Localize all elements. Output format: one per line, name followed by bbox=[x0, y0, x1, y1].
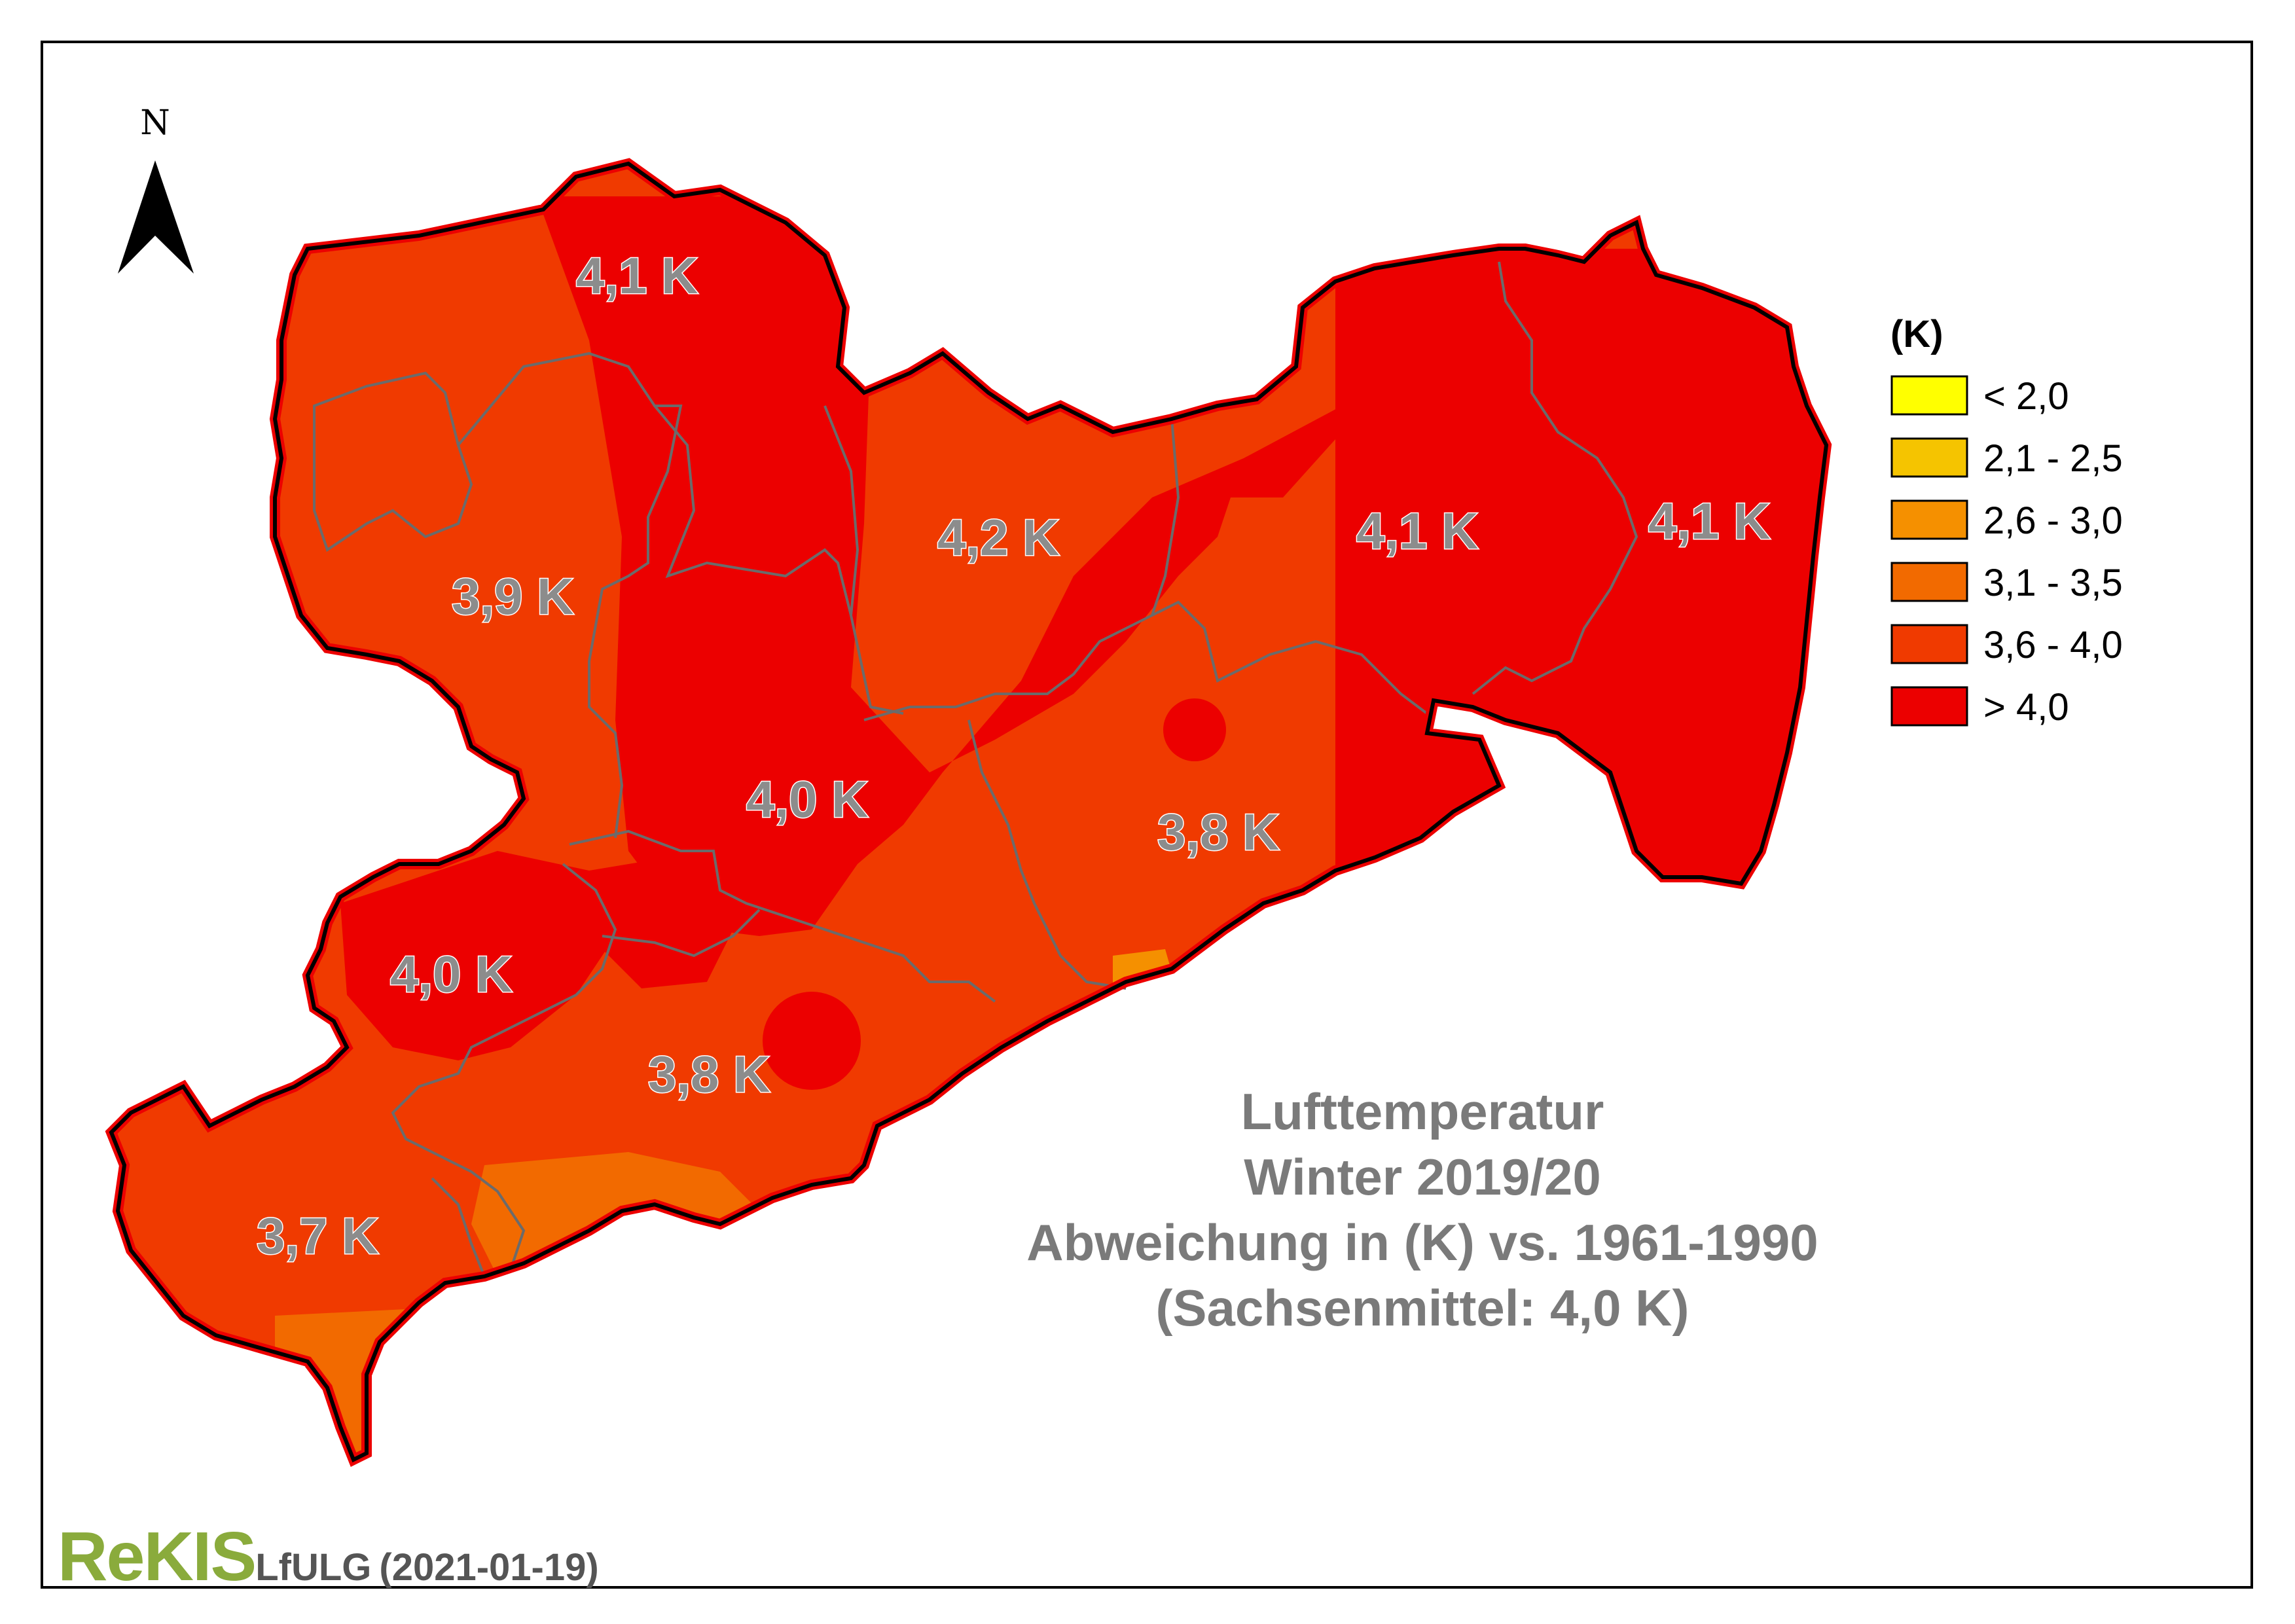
legend-swatch-4 bbox=[1890, 624, 1968, 664]
rekis-logo: ReKIS bbox=[58, 1518, 257, 1595]
label-vogtland: 3,7 K bbox=[257, 1207, 378, 1265]
legend-swatch-1 bbox=[1890, 437, 1968, 478]
label-meissen: 4,2 K bbox=[937, 509, 1059, 566]
district-boundary-north bbox=[823, 405, 859, 616]
publication-date: (2021-01-19) bbox=[379, 1546, 599, 1589]
legend-label-5: > 4,0 bbox=[1983, 686, 2069, 729]
district-boundary-west bbox=[457, 352, 683, 839]
title-line-1: Lufttemperatur bbox=[1241, 1083, 1604, 1140]
legend-swatch-5 bbox=[1890, 686, 1968, 727]
label-goerlitz: 4,1 K bbox=[1648, 492, 1770, 550]
label-nordsachsen: 4,1 K bbox=[576, 247, 698, 304]
legend-swatch-2 bbox=[1890, 499, 1968, 540]
legend-label-2: 2,6 - 3,0 bbox=[1983, 499, 2123, 542]
district-boundary-meissen bbox=[1151, 418, 1180, 616]
title-line-4: (Sachsenmittel: 4,0 K) bbox=[1156, 1279, 1690, 1337]
legend-swatch-0 bbox=[1890, 375, 1968, 416]
north-arrow: N bbox=[118, 103, 194, 274]
label-leipzig: 3,9 K bbox=[452, 568, 573, 625]
district-boundary-chemnitz-city bbox=[602, 909, 761, 958]
district-boundary-dresden bbox=[863, 600, 1428, 721]
district-boundary-chemnitz bbox=[569, 829, 996, 1003]
zone-gt-4-0-spot-2 bbox=[1163, 698, 1226, 761]
title-line-2: Winter 2019/20 bbox=[1244, 1148, 1601, 1206]
legend-title: (K) bbox=[1890, 313, 1943, 355]
org-name: LfULG bbox=[255, 1546, 372, 1589]
label-bautzen: 4,1 K bbox=[1356, 502, 1478, 560]
legend-label-1: 2,1 - 2,5 bbox=[1983, 437, 2123, 480]
region-labels: 4,1 K 3,9 K 4,2 K 4,1 K 4,1 K 4,0 K 3,8 … bbox=[256, 246, 1771, 1266]
district-boundary-nordsachsen bbox=[653, 405, 904, 715]
legend-label-4: 3,6 - 4,0 bbox=[1983, 624, 2123, 666]
label-saechsische-schweiz: 3,8 K bbox=[1157, 803, 1279, 861]
legend-label-0: < 2,0 bbox=[1983, 375, 2069, 418]
label-mittelsachsen: 4,0 K bbox=[746, 770, 868, 828]
legend-swatch-3 bbox=[1890, 562, 1968, 602]
district-boundary-zwickau-vogtland bbox=[391, 863, 617, 1271]
district-boundary-mittelsachsen bbox=[967, 719, 1127, 990]
map-title-block: Lufttemperatur Winter 2019/20 Abweichung… bbox=[1026, 1083, 1818, 1337]
north-letter: N bbox=[140, 103, 170, 143]
zone-gt-4-0-spot-1 bbox=[763, 992, 861, 1090]
district-boundary-bautzen-goerlitz bbox=[1472, 261, 1638, 695]
district-boundary-south bbox=[431, 1177, 486, 1277]
district-boundaries bbox=[313, 261, 1638, 1277]
north-arrow-right-half bbox=[155, 160, 194, 274]
north-arrow-left-half bbox=[118, 160, 155, 274]
label-zwickau: 4,0 K bbox=[390, 945, 512, 1003]
legend-label-3: 3,1 - 3,5 bbox=[1983, 562, 2123, 604]
title-line-3: Abweichung in (K) vs. 1961-1990 bbox=[1026, 1214, 1818, 1271]
zone-gt-4-0-west bbox=[340, 851, 615, 1060]
label-erzgebirge: 3,8 K bbox=[648, 1045, 770, 1103]
footer-brand: ReKISLfULG (2021-01-19) bbox=[58, 1517, 599, 1597]
legend: (K) < 2,0 2,1 - 2,5 2,6 - 3,0 3,1 - 3,5 … bbox=[1890, 313, 2123, 729]
district-leipzig-city bbox=[313, 371, 473, 552]
